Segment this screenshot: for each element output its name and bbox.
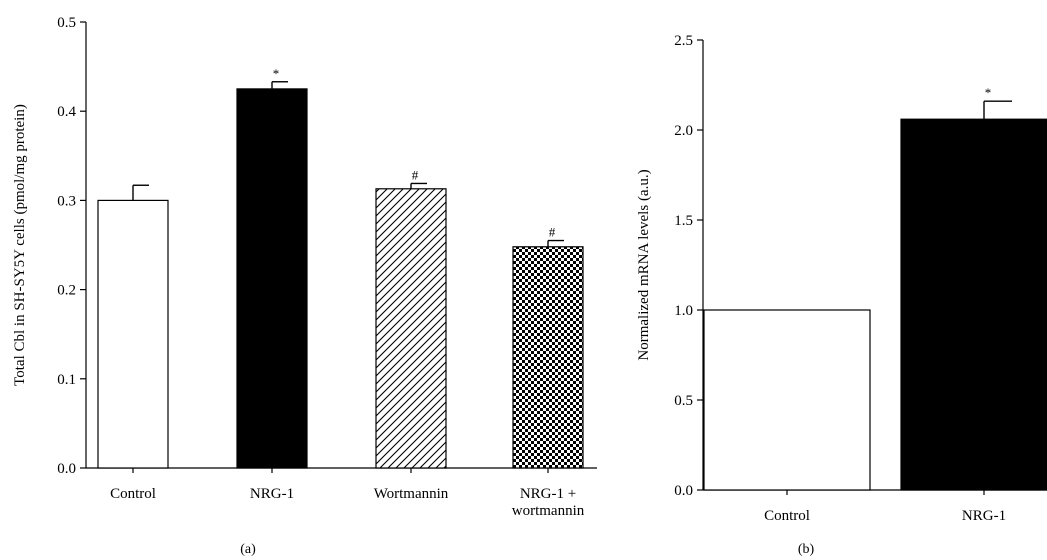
y-tick-label: 1.5	[674, 213, 693, 229]
x-tick-label: NRG-1	[962, 508, 1006, 524]
y-tick-label: 0.1	[57, 372, 76, 388]
y-tick-label: 2.5	[674, 33, 693, 49]
y-tick-label: 1.0	[674, 303, 693, 319]
y-tick-label: 2.0	[674, 123, 693, 139]
x-tick-label: NRG-1 +	[520, 486, 576, 502]
x-tick-label: wortmannin	[512, 503, 585, 519]
bar	[512, 246, 584, 469]
bar	[703, 309, 871, 491]
bar	[97, 199, 169, 469]
y-tick-label: 0.5	[674, 393, 693, 409]
bar	[236, 88, 308, 469]
y-tick-label: 0.5	[57, 15, 76, 31]
x-tick-label: Control	[764, 508, 810, 524]
y-tick-label: 0.0	[57, 461, 76, 477]
bar	[375, 188, 447, 469]
panel-b-chart: 0.0 0.5 1.0 1.5 2.0 2.5 Normalized mRNA levels…	[636, 33, 1047, 524]
panel-a-label: (a)	[240, 542, 256, 557]
significance-marker: #	[549, 225, 556, 240]
x-tick-label: Wortmannin	[374, 486, 449, 502]
y-tick-label: 0.4	[57, 104, 76, 120]
y-tick-label: 0.0	[674, 483, 693, 499]
y-tick-label: 0.2	[57, 283, 76, 299]
panel-b-label: (b)	[798, 542, 815, 557]
y-axis-title: Normalized mRNA levels (a.u.)	[636, 169, 652, 360]
significance-marker: *	[985, 85, 992, 100]
panel-a-chart: 0.0 0.1 0.2 0.3 0.4 0.5 Total Cbl in SH-SY5Y c…	[12, 15, 597, 519]
significance-marker: *	[273, 66, 280, 81]
significance-marker: #	[412, 167, 419, 182]
bar	[900, 118, 1047, 491]
y-tick-label: 0.3	[57, 193, 76, 209]
x-tick-label: Control	[110, 486, 156, 502]
y-axis-title: Total Cbl in SH-SY5Y cells (pmol/mg prot…	[12, 104, 28, 386]
x-tick-label: NRG-1	[250, 486, 294, 502]
